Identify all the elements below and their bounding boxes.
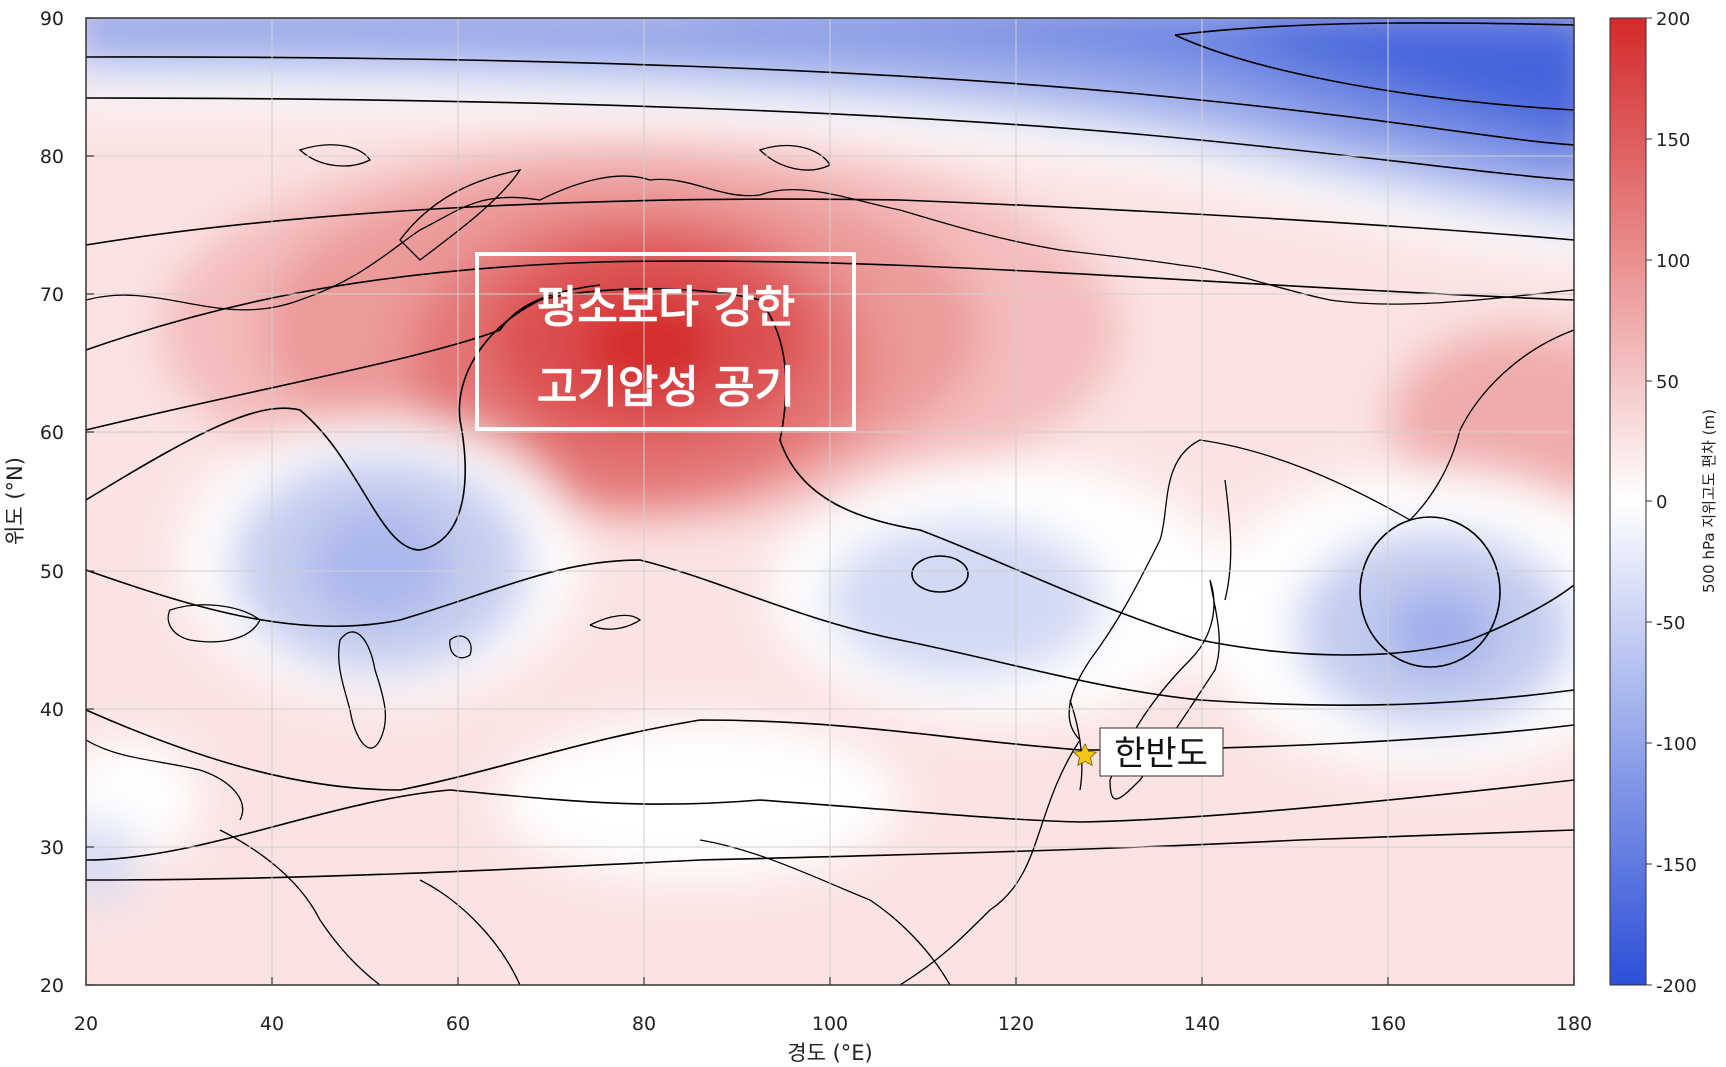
location-label: 한반도 — [1114, 734, 1208, 774]
height-contours — [86, 22, 1574, 881]
x-axis-title: 경도 (°E) — [787, 1041, 872, 1065]
baikal-coast — [589, 614, 642, 630]
x-tick-label: 60 — [446, 1013, 470, 1035]
gridlines — [86, 18, 1574, 985]
y-tick-label: 90 — [40, 8, 64, 30]
colorbar-tick-label: 100 — [1656, 251, 1690, 272]
kamchatka-coast — [1409, 329, 1574, 521]
anomaly-annotation: 평소보다 강한 고기압성 공기 — [475, 252, 856, 431]
y-tick-label: 20 — [40, 975, 64, 997]
arabia-coast — [219, 829, 381, 985]
y-tick-label: 60 — [40, 422, 64, 444]
y-tick-label: 30 — [40, 837, 64, 859]
location-label-box — [1099, 727, 1224, 777]
y-tick-label: 70 — [40, 284, 64, 306]
x-tick-label: 40 — [260, 1013, 284, 1035]
mediterranean-coast — [86, 739, 244, 821]
y-axis: 20 30 40 50 60 70 80 90 위도 (°N) — [3, 8, 94, 997]
x-tick-label: 160 — [1370, 1013, 1406, 1035]
caspian-coast — [338, 631, 387, 749]
colorbar: 200 150 100 50 0 -50 -100 -150 -200 500 … — [1609, 9, 1718, 997]
arctic-coast — [86, 175, 1574, 311]
sakhalin-coast — [1224, 479, 1232, 601]
southeast-asia-coast — [699, 839, 951, 985]
y-tick-label: 50 — [40, 561, 64, 583]
colorbar-tick-label: -200 — [1656, 976, 1697, 997]
x-tick-label: 120 — [998, 1013, 1034, 1035]
black-sea-coast — [167, 604, 261, 643]
east-asia-coast — [899, 539, 1161, 985]
colorbar-tick-label: -50 — [1656, 613, 1685, 634]
coastlines — [86, 144, 1574, 985]
x-tick-label: 100 — [812, 1013, 848, 1035]
annotation-frame — [475, 252, 856, 431]
okhotsk-coast — [1159, 439, 1411, 541]
svalbard-coast — [298, 144, 371, 167]
aral-coast — [449, 635, 472, 659]
y-tick-label: 80 — [40, 146, 64, 168]
colorbar-gradient — [1609, 17, 1647, 986]
japan-coast — [1109, 579, 1220, 800]
colorbar-tick-label: 0 — [1656, 492, 1667, 513]
annotation-line-1: 평소보다 강한 — [537, 282, 795, 333]
star-icon — [1072, 743, 1098, 767]
anomaly-field — [86, 18, 1574, 985]
colorbar-title: 500 hPa 지위고도 편차 (m) — [1700, 409, 1718, 593]
y-axis-title: 위도 (°N) — [3, 457, 27, 545]
colorbar-tick-label: -150 — [1656, 855, 1697, 876]
india-coast — [419, 879, 521, 985]
x-tick-label: 80 — [632, 1013, 656, 1035]
x-tick-label: 180 — [1556, 1013, 1592, 1035]
colorbar-tick-label: 150 — [1656, 130, 1690, 151]
korea-marker: 한반도 — [1072, 727, 1224, 777]
colorbar-tick-label: -100 — [1656, 734, 1697, 755]
colorbar-tick-label: 200 — [1656, 9, 1690, 30]
x-tick-label: 20 — [74, 1013, 98, 1035]
y-tick-label: 40 — [40, 699, 64, 721]
annotation-line-2: 고기압성 공기 — [537, 362, 795, 413]
x-tick-label: 140 — [1184, 1013, 1220, 1035]
x-axis: 20 40 60 80 100 120 140 160 180 경도 (°E) — [74, 977, 1592, 1065]
colorbar-tick-label: 50 — [1656, 372, 1679, 393]
